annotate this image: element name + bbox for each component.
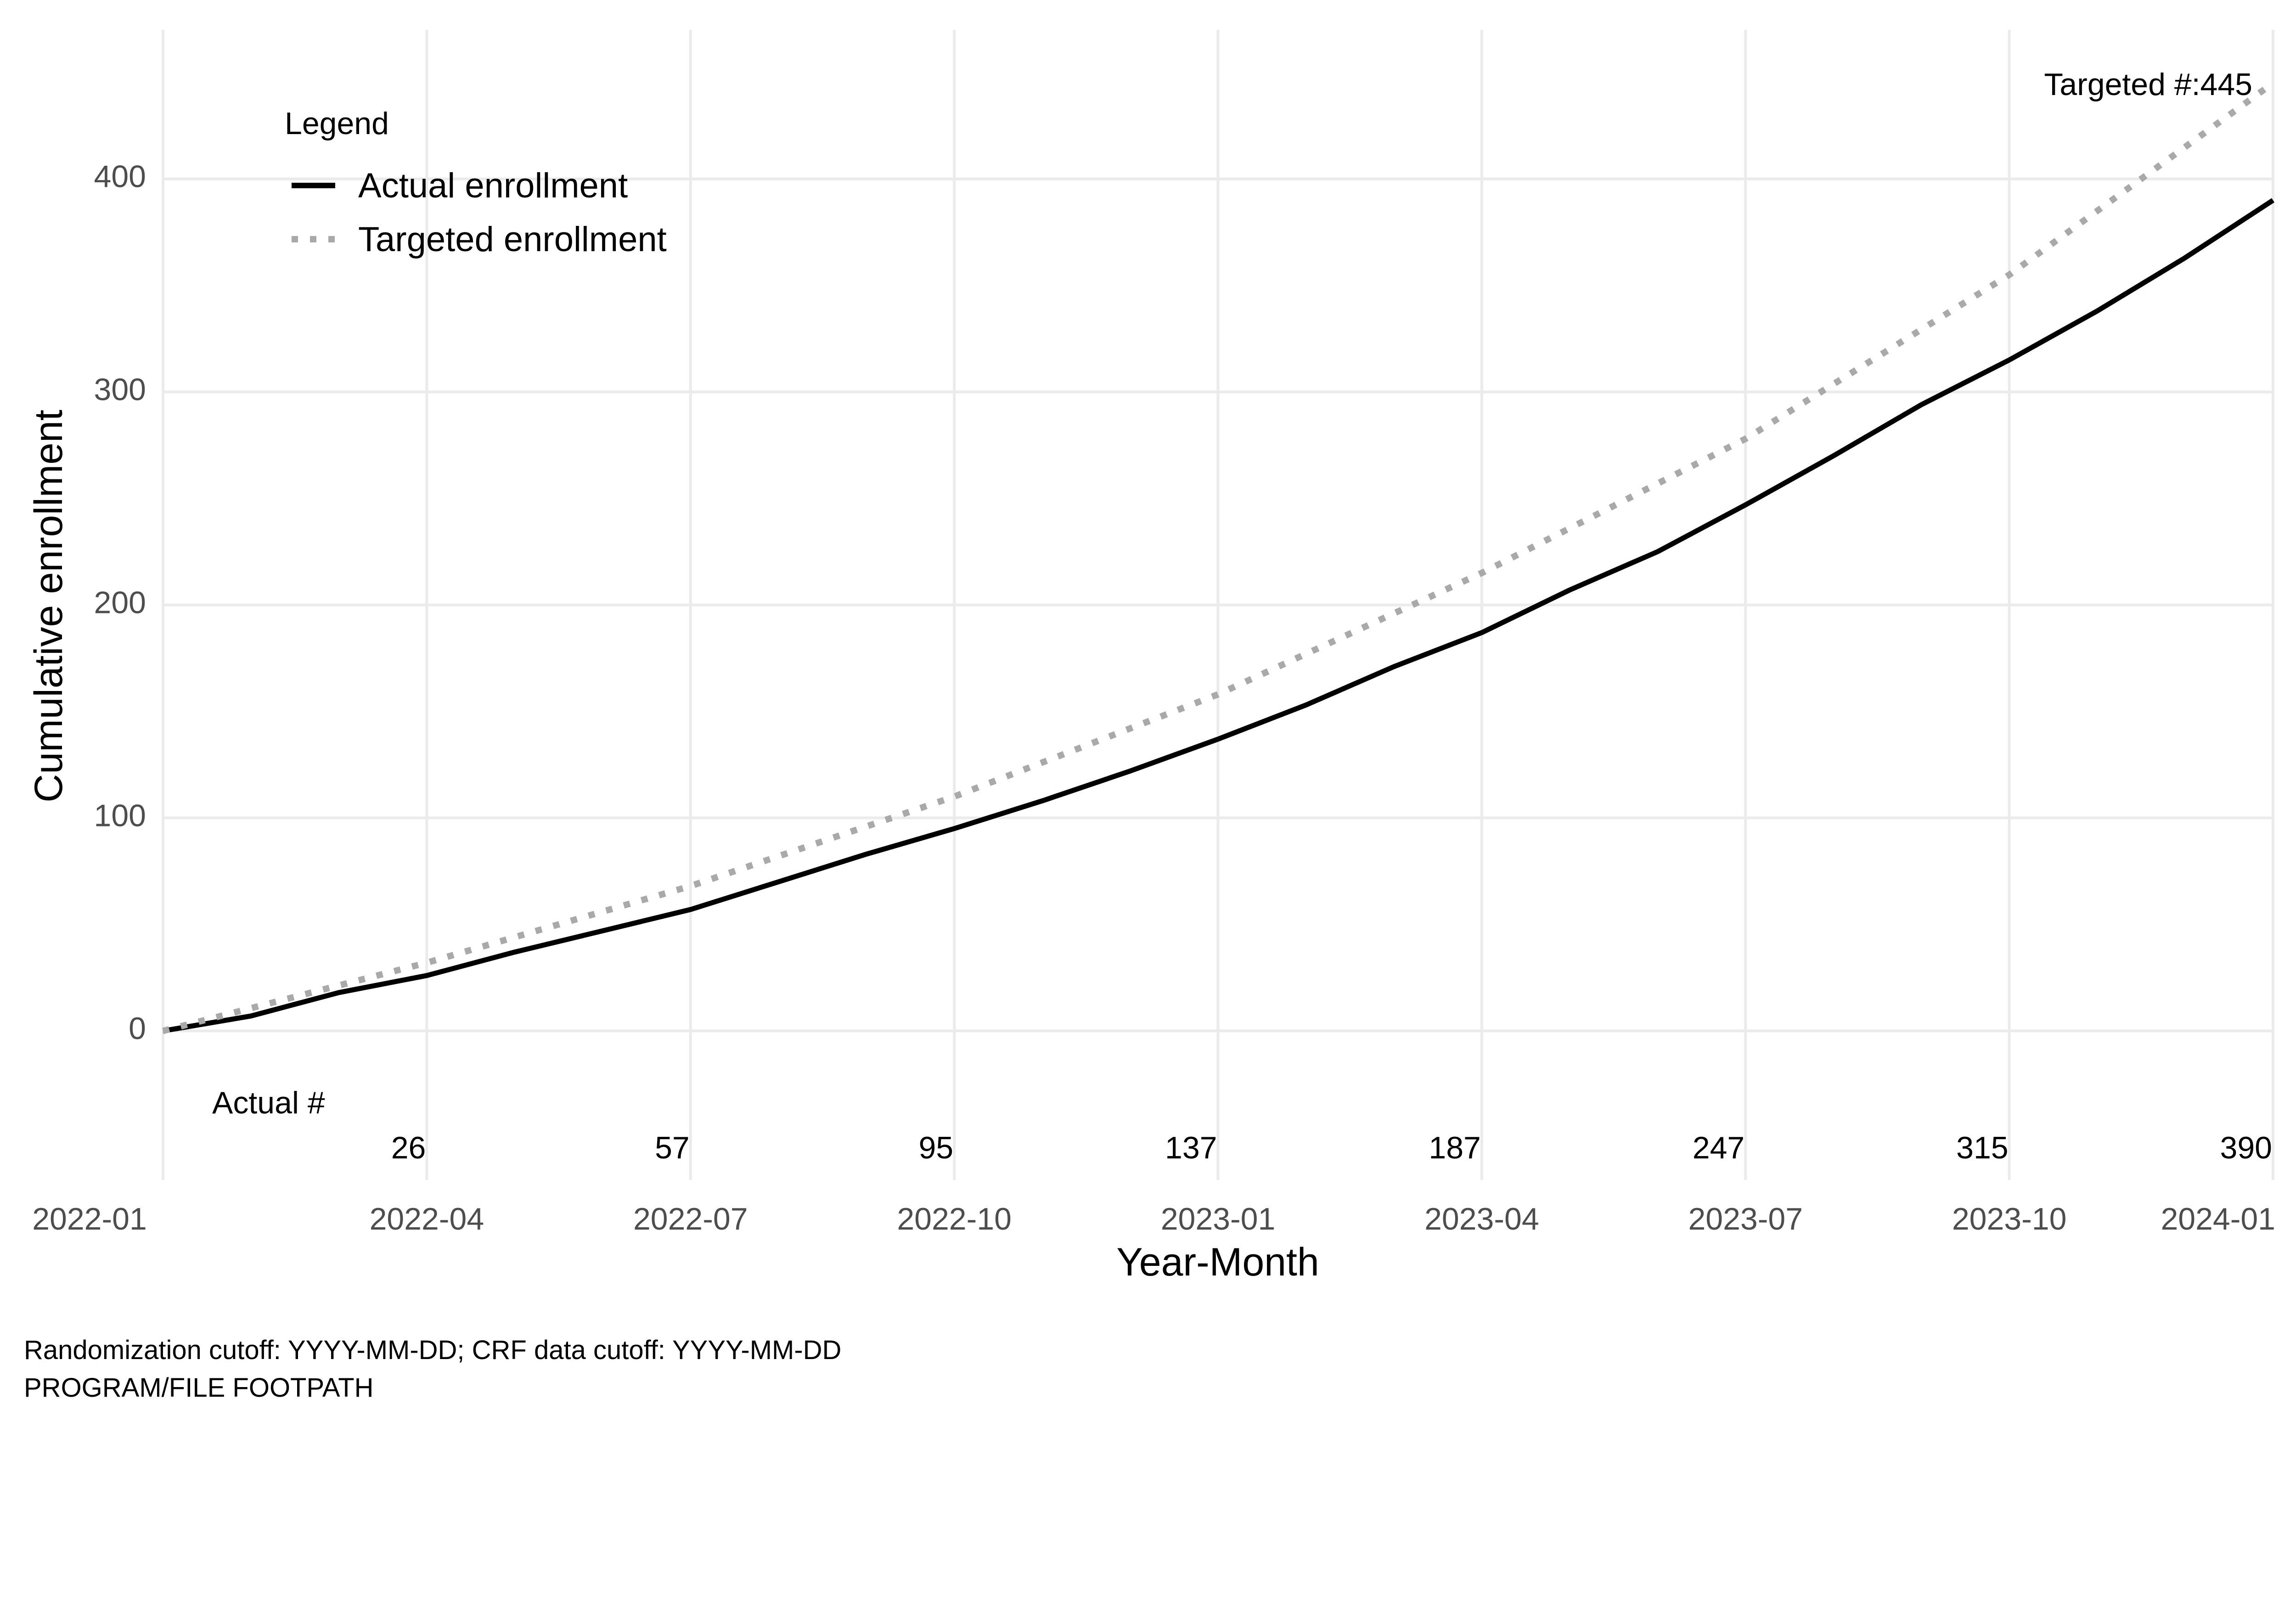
series-line-actual xyxy=(163,198,2275,1034)
series-line-targeted xyxy=(162,80,2275,1034)
grid xyxy=(162,30,2274,1180)
caption-cutoff: Randomization cutoff: YYYY-MM-DD; CRF da… xyxy=(24,1335,841,1365)
caption-footpath: PROGRAM/FILE FOOTPATH xyxy=(24,1373,374,1403)
x-tick-label: 2023-04 xyxy=(1424,1202,1539,1236)
actual-count-title: Actual # xyxy=(212,1085,325,1120)
y-tick-label: 400 xyxy=(94,159,146,194)
y-axis-ticks: 0 100 200 300 400 xyxy=(94,159,146,1046)
x-tick-label: 2022-04 xyxy=(370,1202,484,1236)
x-tick-label: 2023-01 xyxy=(1161,1202,1276,1236)
target-annotation: Targeted #:445 xyxy=(2044,67,2252,102)
x-tick-label: 2023-07 xyxy=(1688,1202,1803,1236)
legend-label-targeted: Targeted enrollment xyxy=(358,220,667,259)
series-lines xyxy=(162,80,2275,1034)
y-axis-title: Cumulative enrollment xyxy=(27,410,71,803)
legend: Legend Actual enrollment Targeted enroll… xyxy=(285,106,667,259)
actual-count-label: 95 xyxy=(918,1130,953,1165)
actual-count-label: 247 xyxy=(1693,1130,1745,1165)
legend-label-actual: Actual enrollment xyxy=(358,166,628,205)
actual-count-labels: 26 57 95 137 187 247 315 390 xyxy=(391,1130,2272,1165)
actual-count-label: 137 xyxy=(1165,1130,1217,1165)
x-tick-label: 2022-10 xyxy=(897,1202,1012,1236)
y-tick-label: 300 xyxy=(94,372,146,407)
actual-count-label: 315 xyxy=(1956,1130,2008,1165)
x-tick-label: 2024-01 xyxy=(2161,1202,2275,1236)
y-tick-label: 0 xyxy=(129,1011,146,1046)
actual-count-label: 390 xyxy=(2220,1130,2272,1165)
legend-title: Legend xyxy=(285,106,389,141)
x-tick-label: 2022-07 xyxy=(633,1202,748,1236)
y-tick-label: 200 xyxy=(94,585,146,620)
x-axis-ticks: 2022-01 2022-04 2022-07 2022-10 2023-01 2023-… xyxy=(32,1202,2275,1236)
x-tick-label: 2022-01 xyxy=(32,1202,147,1236)
x-tick-label: 2023-10 xyxy=(1952,1202,2067,1236)
actual-count-label: 57 xyxy=(655,1130,690,1165)
y-tick-label: 100 xyxy=(94,798,146,833)
actual-count-label: 187 xyxy=(1429,1130,1480,1165)
x-axis-title: Year-Month xyxy=(1116,1240,1319,1284)
actual-count-label: 26 xyxy=(391,1130,426,1165)
